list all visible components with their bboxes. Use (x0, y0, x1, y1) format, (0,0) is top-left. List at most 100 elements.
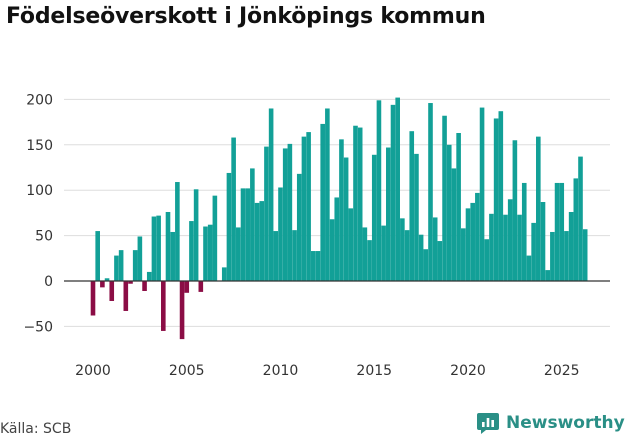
x-tick-label: 2005 (169, 363, 205, 379)
bar (559, 182, 565, 281)
bar (526, 255, 532, 281)
bar (311, 251, 316, 281)
bar (212, 195, 218, 281)
bar (95, 231, 100, 281)
bar (221, 267, 227, 281)
bar (554, 182, 560, 281)
y-tick-label: 100 (26, 183, 53, 199)
bar (170, 231, 175, 281)
bar (371, 154, 377, 281)
y-axis-tick-labels: −50 0 50 100 150 200 (23, 92, 53, 335)
bar (268, 108, 274, 281)
bar (362, 227, 368, 281)
bar (118, 250, 124, 281)
bar (550, 231, 555, 281)
bar-chart: −50 0 50 100 150 200 2000 2005 2010 2015 2020 2025 (23, 92, 610, 379)
y-tick-label: 0 (44, 274, 53, 290)
bar (381, 225, 386, 281)
bar (142, 281, 147, 291)
bar (334, 197, 340, 281)
bar (503, 214, 508, 281)
bar (484, 239, 490, 281)
bar (395, 97, 400, 281)
chart-title: Födelseöverskott i Jönköpings kommun (6, 4, 486, 29)
x-tick-label: 2015 (356, 363, 392, 379)
bar (493, 118, 499, 281)
bar (531, 222, 536, 281)
bar (470, 202, 475, 281)
bar (348, 208, 354, 281)
bar (507, 199, 513, 281)
bar (226, 172, 232, 281)
y-tick-label: 50 (35, 229, 53, 245)
bar (240, 188, 246, 281)
bar (109, 281, 115, 301)
bar (193, 189, 199, 281)
bar (104, 278, 110, 281)
bar (386, 147, 391, 281)
bar (146, 271, 152, 281)
bar (461, 228, 466, 281)
bar (198, 281, 204, 292)
bar (568, 211, 574, 281)
x-tick-label: 2025 (544, 363, 580, 379)
bar (512, 140, 518, 281)
bar (545, 270, 550, 281)
bar (465, 208, 471, 281)
bar (264, 146, 269, 281)
bar (582, 229, 588, 281)
bar (282, 148, 288, 281)
bar (165, 211, 171, 281)
bar (250, 168, 255, 281)
newsworthy-brand[interactable]: Newsworthy (476, 410, 625, 436)
bar (161, 281, 166, 331)
bar (437, 241, 443, 281)
bar (521, 182, 527, 281)
bar (128, 281, 133, 284)
bar (573, 178, 579, 281)
bar (273, 231, 279, 281)
x-tick-label: 2000 (75, 363, 111, 379)
bar (343, 157, 349, 281)
bar (357, 127, 363, 281)
bar (329, 219, 335, 281)
bar (578, 156, 583, 281)
y-tick-label: 150 (26, 138, 53, 154)
bar (517, 214, 522, 281)
bar (175, 182, 180, 281)
bar (137, 236, 143, 281)
bar (540, 202, 546, 281)
bar (207, 224, 213, 281)
newsworthy-logo-icon (477, 413, 499, 434)
bar (236, 227, 241, 281)
bar (315, 251, 321, 281)
x-axis-tick-labels: 2000 2005 2010 2015 2020 2025 (75, 363, 579, 379)
bar (254, 202, 260, 281)
bar (414, 153, 419, 281)
bar (536, 136, 541, 281)
bar (184, 281, 190, 293)
bar (325, 108, 330, 281)
bar (428, 103, 433, 281)
bars (90, 97, 588, 340)
source-credit: Källa: SCB (0, 421, 72, 437)
bar (296, 173, 302, 281)
bar (231, 137, 236, 281)
bar (456, 133, 461, 281)
bar (114, 255, 119, 281)
bar (423, 249, 429, 281)
bar (156, 215, 161, 281)
bar (418, 234, 424, 281)
x-tick-label: 2020 (450, 363, 486, 379)
bar (400, 218, 405, 281)
bar (259, 201, 265, 281)
brand-name: Newsworthy (506, 413, 625, 433)
bar (376, 100, 382, 281)
bar (390, 104, 396, 281)
bar (123, 281, 129, 311)
bar (353, 125, 358, 281)
x-tick-label: 2010 (263, 363, 299, 379)
bar (409, 131, 415, 281)
bar (292, 230, 297, 281)
bar (432, 217, 438, 281)
